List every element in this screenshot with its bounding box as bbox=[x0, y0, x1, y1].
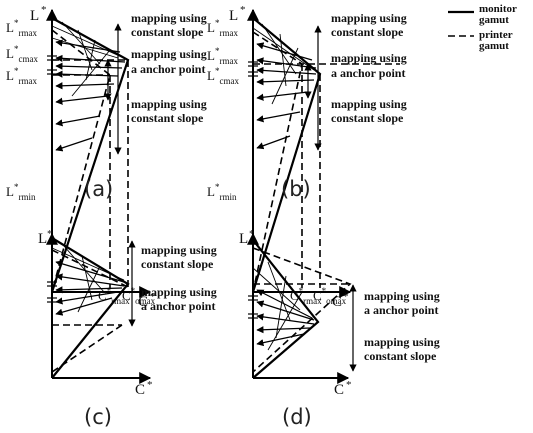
svg-text:mapping using: mapping using bbox=[141, 243, 217, 257]
legend-monitor-label: monitor bbox=[479, 3, 517, 15]
caption-c: (c) bbox=[84, 405, 112, 429]
svg-text:L*cmax: L*cmax bbox=[6, 44, 38, 64]
svg-text:L*rmin: L*rmin bbox=[207, 182, 237, 202]
panel-d: L * C * mapping using a anchor point map… bbox=[239, 228, 440, 429]
svg-text:L: L bbox=[239, 231, 248, 247]
legend-printer-label-2: gamut bbox=[479, 40, 509, 52]
svg-text:constant slope: constant slope bbox=[364, 349, 437, 363]
svg-text:*: * bbox=[47, 228, 53, 240]
svg-text:constant slope: constant slope bbox=[131, 25, 204, 39]
svg-text:mapping using: mapping using bbox=[331, 97, 407, 111]
svg-text:mapping using: mapping using bbox=[131, 97, 207, 111]
svg-text:*: * bbox=[41, 4, 47, 16]
svg-text:L*rmax: L*rmax bbox=[207, 46, 238, 66]
svg-text:C*omax: C*omax bbox=[313, 286, 347, 306]
svg-text:mapping using: mapping using bbox=[131, 11, 207, 25]
svg-text:a anchor point: a anchor point bbox=[331, 66, 405, 80]
svg-text:*: * bbox=[346, 379, 352, 391]
svg-text:*: * bbox=[240, 4, 246, 16]
svg-text:C*rmax: C*rmax bbox=[290, 286, 322, 306]
svg-text:C: C bbox=[138, 294, 148, 310]
svg-text:constant slope: constant slope bbox=[331, 111, 404, 125]
svg-text:a anchor point: a anchor point bbox=[131, 62, 205, 76]
svg-text:L*rmin: L*rmin bbox=[6, 182, 36, 202]
svg-text:L*rmax: L*rmax bbox=[6, 18, 37, 38]
svg-text:mapping using: mapping using bbox=[331, 51, 407, 65]
svg-text:L: L bbox=[38, 231, 47, 247]
panel-c: L * C * mapping using constant slope map… bbox=[38, 228, 217, 429]
svg-text:*: * bbox=[343, 291, 349, 303]
svg-text:C*omax: C*omax bbox=[122, 286, 156, 306]
legend: monitor gamut printer gamut bbox=[448, 3, 517, 52]
svg-text:L: L bbox=[30, 8, 39, 24]
caption-d: (d) bbox=[282, 405, 312, 429]
svg-text:a anchor point: a anchor point bbox=[141, 299, 215, 313]
svg-text:L*rmax: L*rmax bbox=[207, 18, 238, 38]
svg-text:*: * bbox=[249, 228, 255, 240]
svg-text:mapping using: mapping using bbox=[364, 289, 440, 303]
caption-b: (b) bbox=[281, 177, 311, 201]
svg-text:C: C bbox=[135, 382, 145, 398]
svg-text:L*cmax: L*cmax bbox=[207, 66, 239, 86]
svg-text:constant slope: constant slope bbox=[131, 111, 204, 125]
svg-text:constant slope: constant slope bbox=[331, 25, 404, 39]
svg-text:constant slope: constant slope bbox=[141, 257, 214, 271]
svg-text:L*rmax: L*rmax bbox=[6, 66, 37, 86]
svg-text:mapping using: mapping using bbox=[331, 11, 407, 25]
svg-text:L: L bbox=[229, 8, 238, 24]
svg-text:C: C bbox=[332, 294, 342, 310]
svg-text:a anchor point: a anchor point bbox=[364, 303, 438, 317]
panel-b: L * C * L*rmax L*rmax L*cmax L*rmin C*rm… bbox=[207, 4, 407, 310]
caption-a: (a) bbox=[84, 177, 113, 201]
svg-text:C: C bbox=[334, 382, 344, 398]
svg-text:C*rmax: C*rmax bbox=[98, 286, 130, 306]
svg-text:mapping using: mapping using bbox=[141, 285, 217, 299]
svg-text:mapping using: mapping using bbox=[131, 47, 207, 61]
svg-text:*: * bbox=[150, 291, 156, 303]
svg-text:mapping using: mapping using bbox=[364, 335, 440, 349]
legend-printer-label: printer bbox=[479, 29, 513, 41]
svg-text:*: * bbox=[147, 379, 153, 391]
legend-monitor-label-2: gamut bbox=[479, 14, 509, 26]
